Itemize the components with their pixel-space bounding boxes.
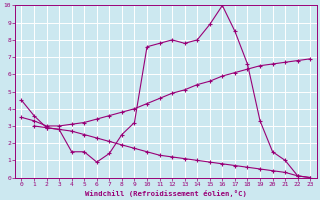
X-axis label: Windchill (Refroidissement éolien,°C): Windchill (Refroidissement éolien,°C) <box>85 190 247 197</box>
